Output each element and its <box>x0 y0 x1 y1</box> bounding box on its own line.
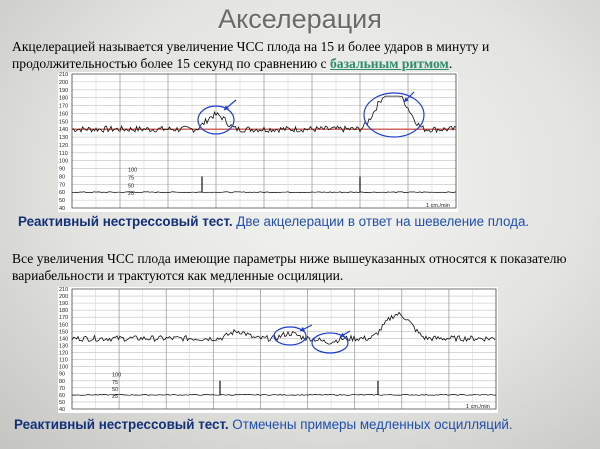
y-tick-label: 130 <box>59 135 68 141</box>
acceleration-marker <box>311 332 349 354</box>
acceleration-marker <box>363 92 425 138</box>
y-tick-label: 120 <box>59 351 68 357</box>
ctg-trace-2: 2102001901801701601501401301201101009080… <box>59 287 497 413</box>
uc-tick-label: 100 <box>128 168 137 174</box>
y-tick-label: 210 <box>59 72 68 78</box>
y-tick-label: 60 <box>59 190 65 196</box>
definition-body: Акцелерацией называется увеличение ЧСС п… <box>12 39 490 71</box>
slide-title: Акселерация <box>218 4 382 34</box>
y-tick-label: 210 <box>59 287 68 293</box>
y-tick-label: 50 <box>59 400 65 406</box>
arrow-head <box>340 332 345 337</box>
y-tick-label: 180 <box>59 96 68 102</box>
y-tick-label: 200 <box>59 80 68 86</box>
definition-text: Акцелерацией называется увеличение ЧСС п… <box>12 38 594 72</box>
oscillation-paragraph: Все увеличения ЧСС плода имеющие парамет… <box>12 251 567 283</box>
y-tick-label: 70 <box>59 182 65 188</box>
y-tick-label: 190 <box>59 88 68 94</box>
y-tick-label: 150 <box>59 119 68 125</box>
y-tick-label: 110 <box>59 151 68 157</box>
y-tick-label: 170 <box>59 315 68 321</box>
uc-trace <box>71 394 497 396</box>
caption-2-text: Отмечены примеры медленных осцилляций. <box>228 417 513 432</box>
y-tick-label: 80 <box>59 174 65 180</box>
uc-tick-label: 50 <box>112 387 118 393</box>
uc-tick-label: 50 <box>128 183 134 189</box>
ctg-chart-1: 210 200 190 180 170 160 150 140 130 120 110 100 90 80… <box>58 72 458 212</box>
uc-tick-label: 25 <box>128 191 134 197</box>
uc-tick-label: 100 <box>112 373 121 379</box>
time-scale-label: 1 cm./min <box>466 404 490 410</box>
y-tick-label: 60 <box>59 393 65 399</box>
arrow-head <box>300 326 305 332</box>
arrow-head <box>224 105 229 110</box>
y-tick-label: 90 <box>59 167 65 173</box>
y-tick-label: 70 <box>59 386 65 392</box>
y-tick-label: 50 <box>59 198 65 204</box>
time-scale-label: 1 cm./min <box>426 203 450 209</box>
y-tick-label: 170 <box>59 104 68 110</box>
y-tick-label: 200 <box>59 294 68 300</box>
y-tick-label: 90 <box>59 372 65 378</box>
y-tick-label: 100 <box>59 159 68 165</box>
y-tick-label: 130 <box>59 343 68 349</box>
uc-tick-label: 75 <box>112 380 118 386</box>
ctg-chart-2: 210 200 190 180 170 160 150 140 130 120 110 100 90 80… <box>58 287 498 413</box>
chart-frame <box>71 288 497 410</box>
y-tick-label: 110 <box>59 358 68 364</box>
uc-tick-label: 75 <box>128 175 134 181</box>
uc-trace <box>71 191 457 194</box>
arrow-head <box>404 97 409 102</box>
y-tick-label: 80 <box>59 379 65 385</box>
basal-rhythm-link[interactable]: базальным ритмом <box>329 56 449 71</box>
y-tick-label: 190 <box>59 301 68 307</box>
y-tick-label: 100 <box>59 365 68 371</box>
y-tick-label: 40 <box>59 407 65 413</box>
y-tick-label: 150 <box>59 329 68 335</box>
caption-1-text: Две акцелерации в ответ на шевеление пло… <box>232 214 530 229</box>
y-tick-label: 160 <box>59 322 68 328</box>
acceleration-marker <box>197 105 235 135</box>
caption-1: Реактивный нестрессовый тест. Две акцеле… <box>18 214 588 229</box>
fhr-trace <box>71 311 496 345</box>
caption-2: Реактивный нестрессовый тест. Отмечены п… <box>14 417 594 432</box>
y-tick-label: 140 <box>59 127 68 133</box>
y-tick-label: 160 <box>59 111 68 117</box>
caption-2-bold: Реактивный нестрессовый тест. <box>14 417 229 432</box>
y-tick-label: 140 <box>59 336 68 342</box>
definition-end: . <box>448 56 453 71</box>
uc-tick-label: 25 <box>112 394 118 400</box>
y-tick-label: 40 <box>59 206 65 212</box>
y-tick-label: 180 <box>59 308 68 314</box>
chart-frame <box>71 73 457 209</box>
y-tick-label: 120 <box>59 143 68 149</box>
caption-1-bold: Реактивный нестрессовый тест. <box>18 214 233 229</box>
acceleration-marker <box>273 326 307 346</box>
fhr-trace <box>71 95 457 134</box>
